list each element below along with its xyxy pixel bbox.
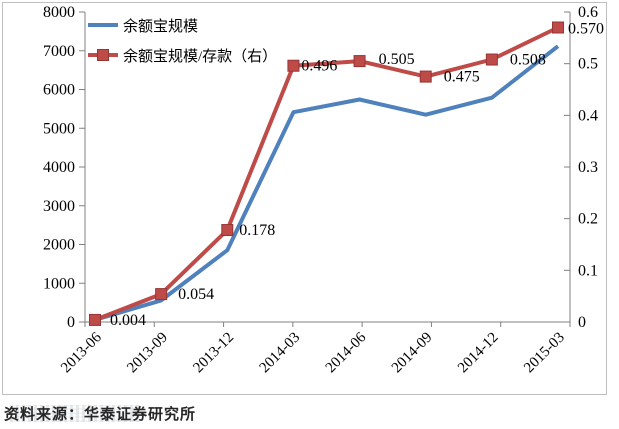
watermark xyxy=(10,405,140,422)
right-axis-tick-label: 0 xyxy=(578,314,586,331)
category-label: 2013-12 xyxy=(190,330,237,377)
series-line-left xyxy=(94,44,560,322)
right-axis-tick-label: 0.3 xyxy=(578,159,598,176)
category-label: 2014-12 xyxy=(455,330,502,377)
left-axis-tick-label: 8000 xyxy=(43,4,75,21)
left-axis-tick-label: 7000 xyxy=(43,43,75,60)
legend-item-label: 余额宝规模 xyxy=(123,17,198,35)
series-marker-square xyxy=(485,53,498,66)
left-axis-tick-label: 0 xyxy=(67,314,75,331)
data-label: 0.475 xyxy=(444,69,480,86)
left-axis-tick-label: 2000 xyxy=(43,237,75,254)
category-label: 2013-06 xyxy=(58,329,105,376)
source-note: 资料来源：华泰证券研究所 xyxy=(4,407,197,423)
data-label: 0.496 xyxy=(301,58,337,75)
right-axis-tick-label: 0.6 xyxy=(578,4,598,21)
category-label: 2014-03 xyxy=(257,330,304,377)
right-axis-tick-label: 0.5 xyxy=(578,56,598,73)
series-marker-square xyxy=(89,313,101,326)
category-label: 2015-03 xyxy=(521,330,568,377)
series-marker-square xyxy=(155,288,168,301)
data-label: 0.505 xyxy=(379,51,415,68)
left-axis-tick-label: 3000 xyxy=(43,198,75,215)
series-marker-square xyxy=(552,21,564,34)
left-axis-tick-label: 4000 xyxy=(43,159,75,176)
right-axis-tick-label: 0.2 xyxy=(578,211,598,228)
series-marker-square xyxy=(419,70,432,83)
right-axis-tick-label: 0.1 xyxy=(578,262,598,279)
category-label: 2013-09 xyxy=(124,330,171,377)
data-label: 0.004 xyxy=(110,312,146,329)
data-label: 0.570 xyxy=(568,21,604,38)
series-marker-square xyxy=(221,224,234,237)
series-marker-square xyxy=(353,55,366,68)
left-axis-tick-label: 5000 xyxy=(43,120,75,137)
legend-item-label: 余额宝规模/存款（右） xyxy=(123,47,277,65)
category-label: 2014-09 xyxy=(389,330,436,377)
category-label: 2014-06 xyxy=(323,329,370,376)
data-label: 0.178 xyxy=(239,222,275,239)
data-label: 0.054 xyxy=(178,286,214,303)
series-line-right xyxy=(94,25,559,322)
series-marker-square xyxy=(287,59,300,72)
right-axis-tick-label: 0.4 xyxy=(578,107,598,124)
left-axis-tick-label: 6000 xyxy=(43,82,75,99)
data-label: 0.508 xyxy=(510,52,546,69)
left-axis-tick-label: 1000 xyxy=(43,275,75,292)
legend-marker-square xyxy=(97,49,109,61)
chart-frame xyxy=(2,2,607,395)
